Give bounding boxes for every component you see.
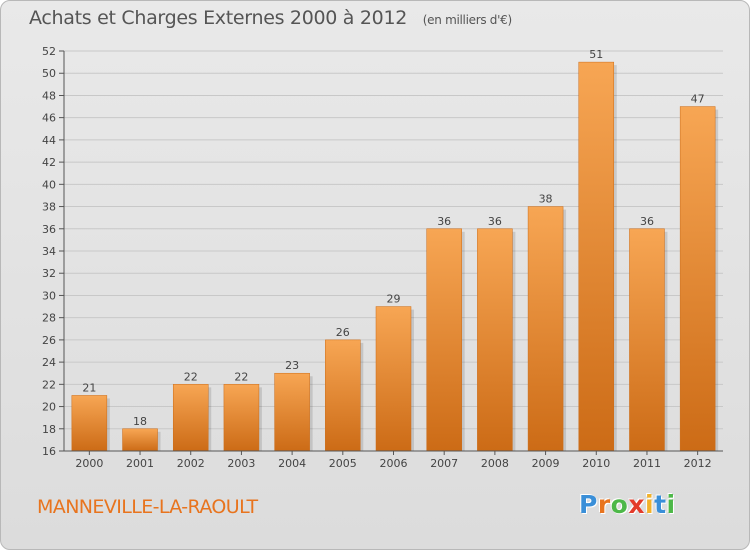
x-tick-label: 2005 — [329, 457, 357, 470]
bar-2000 — [71, 395, 108, 452]
data-label: 22 — [234, 370, 248, 383]
chart-unit: (en milliers d'€) — [422, 13, 512, 27]
bar-2010 — [578, 61, 615, 452]
y-tick-label: 52 — [42, 45, 56, 58]
x-tick-label: 2009 — [532, 457, 560, 470]
x-tick-label: 2003 — [227, 457, 255, 470]
labels: 21 2000 18 2001 22 2002 22 2003 23 2004 26 2005 29 20… — [75, 48, 711, 470]
logo-letter: r — [597, 490, 611, 519]
proxiti-logo[interactable]: Proxiti — [579, 490, 676, 519]
bar-2008 — [477, 228, 513, 452]
y-tick-label: 20 — [42, 401, 56, 414]
y-tick-label: 50 — [42, 67, 56, 80]
logo-letter: i — [645, 490, 655, 519]
bar-2006 — [375, 306, 412, 452]
data-label: 51 — [589, 48, 603, 61]
y-tick-label: 28 — [42, 312, 56, 325]
x-tick-label: 2001 — [126, 457, 154, 470]
y-tick-label: 22 — [42, 378, 56, 391]
data-label: 21 — [82, 381, 96, 394]
bar-2002 — [172, 384, 209, 452]
x-tick-label: 2011 — [633, 457, 661, 470]
bar-2004 — [274, 372, 310, 452]
bar-2012 — [679, 106, 716, 452]
data-label: 23 — [285, 359, 299, 372]
y-tick-label: 24 — [42, 356, 56, 369]
bar-2005 — [325, 339, 361, 452]
data-label: 36 — [488, 215, 502, 228]
data-label: 18 — [133, 415, 147, 428]
y-tick-label: 18 — [42, 423, 56, 436]
y-tick-label: 46 — [42, 112, 56, 125]
x-tick-label: 2008 — [481, 457, 509, 470]
data-label: 38 — [539, 193, 553, 206]
y-tick-label: 48 — [42, 89, 56, 102]
bar-2003 — [223, 384, 260, 452]
y-tick-label: 34 — [42, 245, 56, 258]
bars — [71, 61, 719, 452]
chart-title-text: Achats et Charges Externes 2000 à 2012 — [29, 7, 408, 29]
bar-2001 — [122, 428, 158, 452]
chart-title: Achats et Charges Externes 2000 à 2012 (… — [29, 7, 512, 29]
y-tick-label: 26 — [42, 334, 56, 347]
logo-letter: P — [579, 490, 598, 519]
y-tick-label: 32 — [42, 267, 56, 280]
data-label: 22 — [184, 370, 198, 383]
y-tick-label: 38 — [42, 201, 56, 214]
x-tick-label: 2007 — [430, 457, 458, 470]
y-tick-label: 36 — [42, 223, 56, 236]
axes: 16 18 20 22 24 26 28 30 32 34 36 38 40 42 44 46 48 50 52 — [42, 45, 723, 458]
x-tick-label: 2000 — [75, 457, 103, 470]
logo-letter: o — [610, 490, 629, 519]
data-label: 26 — [336, 326, 350, 339]
bar-2009 — [527, 206, 564, 452]
logo-letter: t — [654, 490, 667, 519]
data-label: 29 — [387, 293, 401, 306]
data-label: 36 — [437, 215, 451, 228]
logo-letter: i — [666, 490, 676, 519]
data-label: 47 — [691, 93, 705, 106]
bar-2011 — [629, 228, 665, 452]
y-tick-label: 16 — [42, 445, 56, 458]
bar-2007 — [426, 228, 462, 452]
x-tick-label: 2002 — [177, 457, 205, 470]
y-tick-label: 44 — [42, 134, 56, 147]
x-tick-label: 2010 — [582, 457, 610, 470]
x-tick-label: 2012 — [684, 457, 712, 470]
y-tick-label: 40 — [42, 178, 56, 191]
town-name: MANNEVILLE-LA-RAOULT — [37, 496, 258, 518]
x-tick-label: 2006 — [380, 457, 408, 470]
y-tick-label: 30 — [42, 289, 56, 302]
data-label: 36 — [640, 215, 654, 228]
logo-letter: x — [628, 490, 645, 519]
y-tick-label: 42 — [42, 156, 56, 169]
x-tick-label: 2004 — [278, 457, 306, 470]
